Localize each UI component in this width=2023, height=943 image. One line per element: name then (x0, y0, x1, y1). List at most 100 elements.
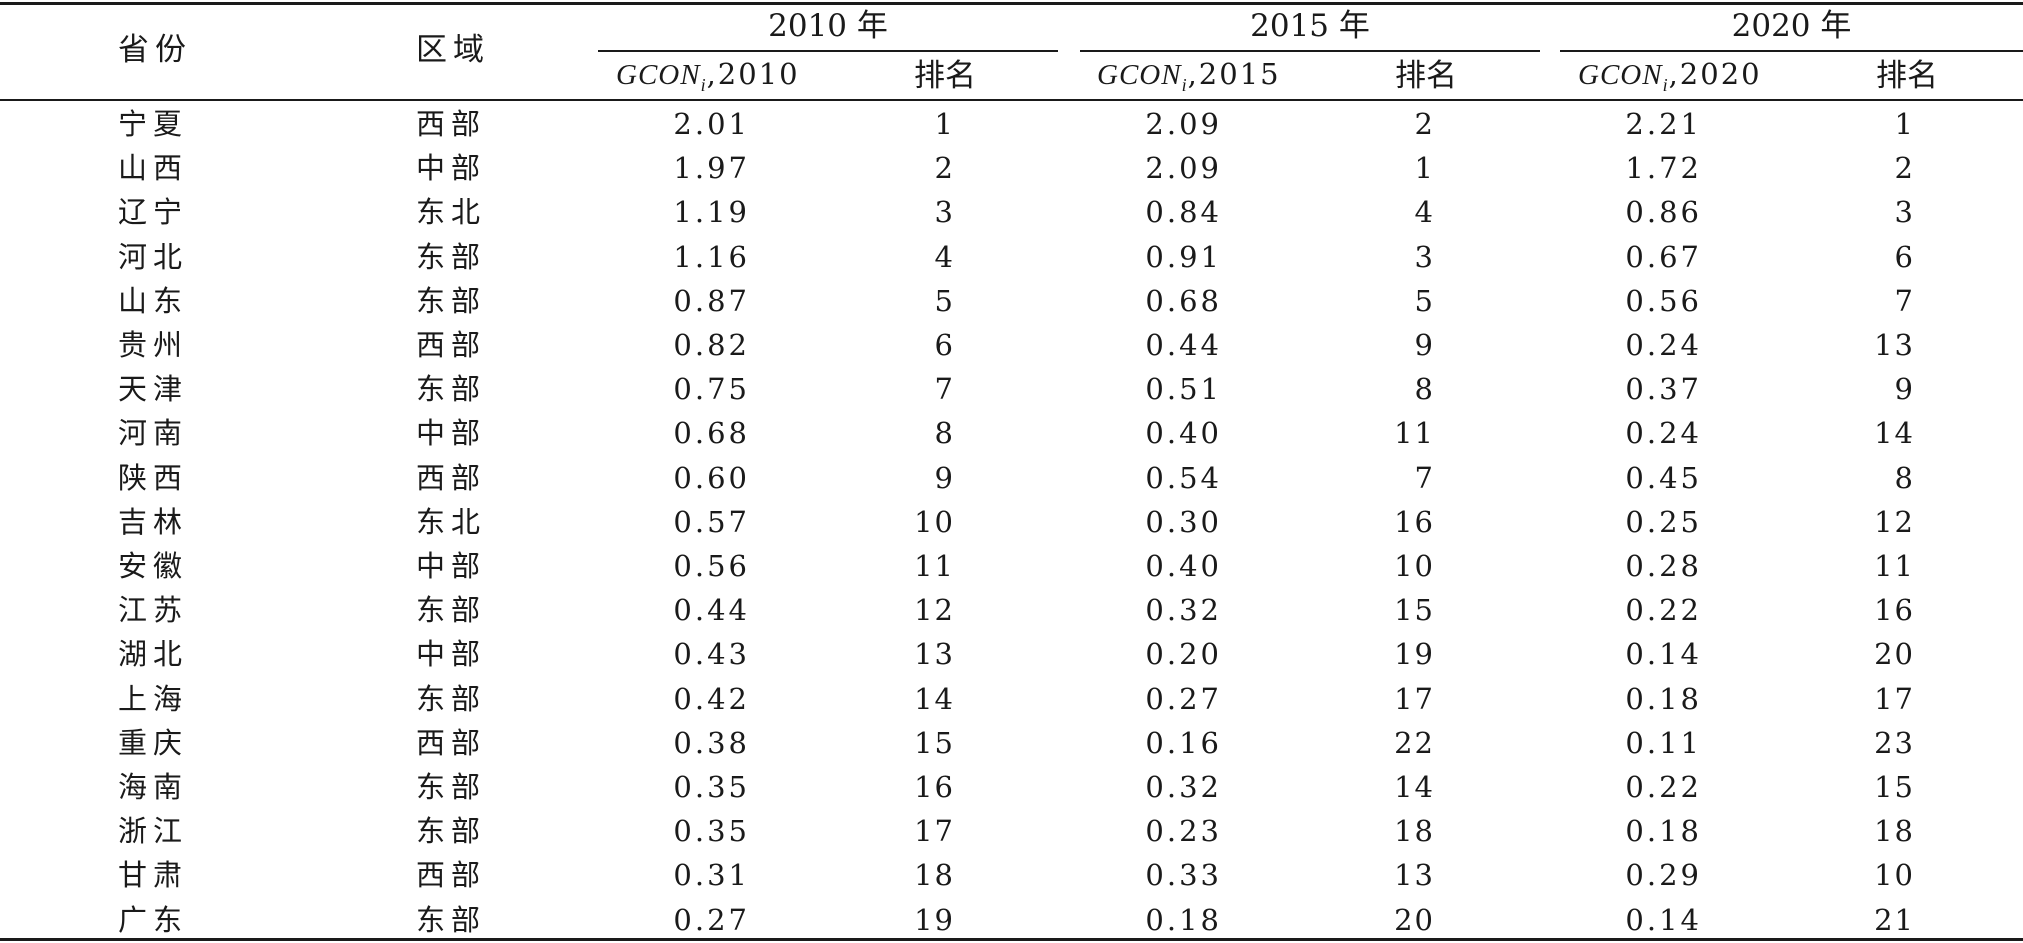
cell-province: 山东 (118, 283, 189, 318)
cell-rank-2010: 9 (934, 460, 955, 495)
cell-region: 中部 (416, 637, 487, 672)
cell-rank-2010: 1 (934, 107, 955, 141)
header-gcon-2020: GCONi,2020 (1578, 57, 1762, 95)
cell-rank-2015: 4 (1414, 195, 1435, 230)
cell-rank-2015: 5 (1414, 283, 1435, 318)
cell-province: 宁夏 (118, 107, 189, 141)
cell-value-2010: 0.31 (673, 858, 750, 893)
cell-region: 中部 (416, 416, 487, 451)
cell-province: 海南 (118, 770, 189, 804)
cell-value-2015: 0.32 (1145, 593, 1222, 628)
cell-rank-2020: 6 (1894, 239, 1915, 274)
cell-value-2010: 0.43 (673, 637, 750, 672)
cell-value-2020: 0.29 (1625, 858, 1702, 893)
cell-value-2015: 0.32 (1145, 770, 1222, 804)
cell-province: 吉林 (118, 504, 189, 539)
cell-rank-2020: 11 (1874, 549, 1915, 583)
cell-province: 广东 (118, 902, 189, 937)
cell-rank-2020: 18 (1874, 814, 1915, 849)
cell-rank-2020: 16 (1874, 593, 1915, 628)
cell-rank-2010: 17 (914, 814, 955, 849)
cell-value-2020: 0.22 (1625, 770, 1702, 804)
cell-region: 西部 (416, 107, 487, 141)
cell-rank-2010: 12 (914, 593, 955, 628)
cell-value-2010: 0.87 (673, 283, 750, 318)
header-rank-2015: 排名 (1395, 58, 1457, 94)
cell-rank-2010: 5 (934, 283, 955, 318)
cell-value-2020: 0.25 (1625, 504, 1702, 539)
cell-rank-2015: 9 (1414, 328, 1435, 362)
cell-rank-2010: 11 (914, 549, 955, 583)
cell-rank-2015: 10 (1394, 549, 1435, 583)
cell-value-2010: 0.27 (673, 902, 750, 937)
cell-value-2010: 0.60 (673, 460, 750, 495)
cell-province: 贵州 (118, 328, 189, 362)
cell-rank-2015: 14 (1394, 770, 1435, 804)
cell-value-2010: 0.75 (673, 372, 750, 407)
cell-value-2020: 0.18 (1625, 681, 1702, 716)
cell-rank-2010: 10 (914, 504, 955, 539)
cell-value-2020: 0.86 (1625, 195, 1702, 230)
header-bottom-rule (0, 99, 2023, 101)
cell-region: 东部 (416, 283, 487, 318)
cell-value-2010: 0.42 (673, 681, 750, 716)
cell-rank-2020: 3 (1894, 195, 1915, 230)
cell-region: 西部 (416, 725, 487, 760)
cell-value-2010: 2.01 (673, 107, 750, 141)
cell-rank-2020: 8 (1894, 460, 1915, 495)
cell-value-2020: 0.37 (1625, 372, 1702, 407)
cell-rank-2010: 16 (914, 770, 955, 804)
cell-region: 中部 (416, 549, 487, 583)
cell-rank-2015: 19 (1394, 637, 1435, 672)
header-region: 区域 (416, 32, 490, 68)
cell-value-2010: 0.35 (673, 770, 750, 804)
header-gcon-2015: GCONi,2015 (1097, 57, 1281, 95)
cell-rank-2020: 15 (1874, 770, 1915, 804)
cell-rank-2010: 13 (914, 637, 955, 672)
cell-rank-2020: 12 (1874, 504, 1915, 539)
cell-rank-2020: 20 (1874, 637, 1915, 672)
cell-region: 东部 (416, 770, 487, 804)
cell-value-2015: 0.84 (1145, 195, 1222, 230)
cell-value-2015: 0.44 (1145, 328, 1222, 362)
cell-value-2015: 0.30 (1145, 504, 1222, 539)
cell-value-2020: 0.28 (1625, 549, 1702, 583)
cell-region: 东部 (416, 902, 487, 937)
cell-rank-2010: 4 (934, 239, 955, 274)
cell-value-2015: 0.40 (1145, 549, 1222, 583)
header-year-2020: 2020 年 (1731, 8, 1852, 44)
header-year-2010: 2010 年 (768, 8, 888, 44)
cell-rank-2015: 13 (1394, 858, 1435, 893)
cell-rank-2015: 2 (1414, 107, 1435, 141)
cell-value-2010: 0.44 (673, 593, 750, 628)
cell-value-2015: 2.09 (1145, 151, 1222, 186)
cell-rank-2015: 22 (1394, 725, 1435, 760)
cell-value-2020: 0.18 (1625, 814, 1702, 849)
cell-value-2010: 0.57 (673, 504, 750, 539)
cell-value-2020: 0.56 (1625, 283, 1702, 318)
cell-rank-2015: 1 (1414, 151, 1435, 186)
cell-region: 东部 (416, 814, 487, 849)
cell-province: 湖北 (118, 637, 189, 672)
cell-rank-2015: 15 (1394, 593, 1435, 628)
cell-value-2010: 1.19 (673, 195, 750, 230)
cell-rank-2015: 17 (1394, 681, 1435, 716)
cell-rank-2010: 19 (914, 902, 955, 937)
cell-value-2020: 0.45 (1625, 460, 1702, 495)
cell-value-2020: 0.14 (1625, 637, 1702, 672)
cell-value-2010: 1.16 (673, 239, 750, 274)
cell-province: 甘肃 (118, 858, 189, 893)
cell-province: 陕西 (118, 460, 189, 495)
cell-province: 重庆 (118, 725, 189, 760)
cell-province: 安徽 (118, 549, 189, 583)
cell-rank-2020: 9 (1894, 372, 1915, 407)
cell-rank-2015: 8 (1414, 372, 1435, 407)
cell-rank-2010: 2 (934, 151, 955, 186)
header-gcon-2010: GCONi,2010 (616, 57, 800, 95)
cell-rank-2020: 13 (1874, 328, 1915, 362)
table-top-rule (0, 2, 2023, 5)
cell-rank-2015: 3 (1414, 239, 1435, 274)
cell-rank-2010: 3 (934, 195, 955, 230)
cell-rank-2020: 21 (1874, 902, 1915, 937)
